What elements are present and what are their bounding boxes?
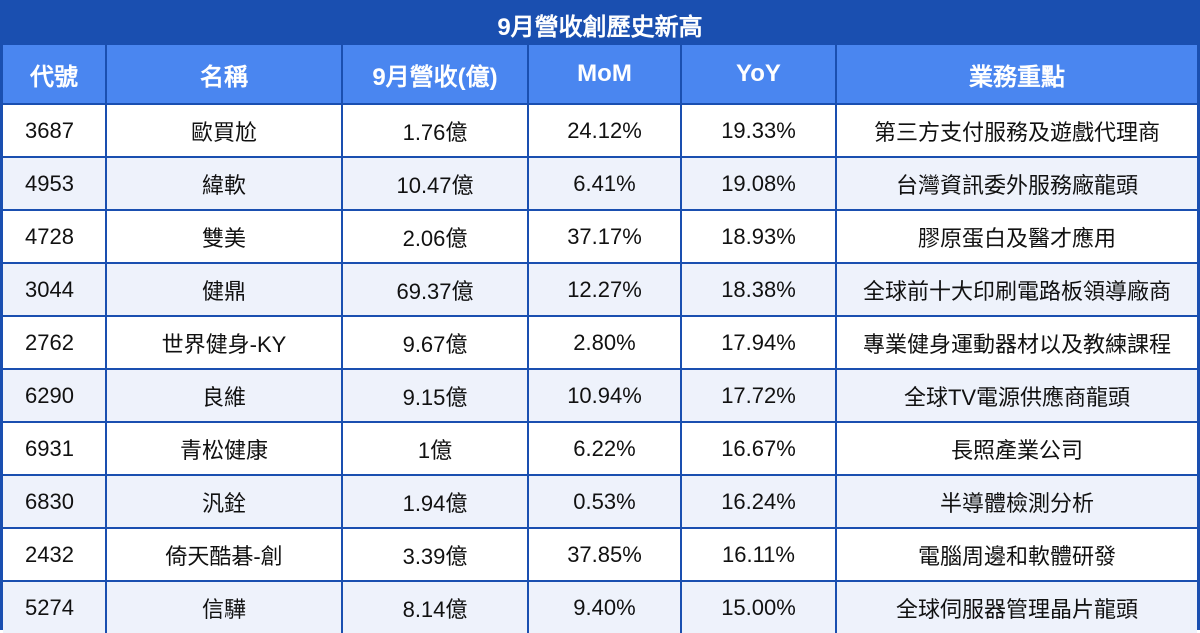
stock-code-cell: 6290 [3,368,107,423]
mom-cell: 37.17% [527,209,682,264]
table-row: 5274 信驊 8.14億 9.40% 15.00% 全球伺服器管理晶片龍頭 [3,580,1197,633]
company-name-cell: 健鼎 [105,262,343,317]
yoy-cell: 16.67% [680,421,837,476]
company-name-cell: 雙美 [105,209,343,264]
revenue-cell: 3.39億 [341,527,529,582]
business-focus-cell: 第三方支付服務及遊戲代理商 [835,103,1197,158]
business-focus-cell: 全球前十大印刷電路板領導廠商 [835,262,1197,317]
company-name-cell: 青松健康 [105,421,343,476]
table-row: 4953 緯軟 10.47億 6.41% 19.08% 台灣資訊委外服務廠龍頭 [3,156,1197,211]
revenue-cell: 1.94億 [341,474,529,529]
column-header-mom: MoM [527,45,682,105]
mom-cell: 12.27% [527,262,682,317]
yoy-cell: 17.94% [680,315,837,370]
company-name-cell: 倚天酷碁-創 [105,527,343,582]
revenue-cell: 9.67億 [341,315,529,370]
yoy-cell: 18.38% [680,262,837,317]
mom-cell: 37.85% [527,527,682,582]
revenue-cell: 2.06億 [341,209,529,264]
revenue-cell: 8.14億 [341,580,529,633]
revenue-cell: 9.15億 [341,368,529,423]
stock-code-cell: 4728 [3,209,107,264]
table-row: 6290 良維 9.15億 10.94% 17.72% 全球TV電源供應商龍頭 [3,368,1197,423]
company-name-cell: 緯軟 [105,156,343,211]
revenue-cell: 69.37億 [341,262,529,317]
business-focus-cell: 半導體檢測分析 [835,474,1197,529]
revenue-cell: 10.47億 [341,156,529,211]
table-row: 6931 青松健康 1億 6.22% 16.67% 長照產業公司 [3,421,1197,476]
yoy-cell: 15.00% [680,580,837,633]
mom-cell: 24.12% [527,103,682,158]
stock-code-cell: 4953 [3,156,107,211]
yoy-cell: 18.93% [680,209,837,264]
stock-code-cell: 2762 [3,315,107,370]
table-row: 4728 雙美 2.06億 37.17% 18.93% 膠原蛋白及醫才應用 [3,209,1197,264]
mom-cell: 10.94% [527,368,682,423]
mom-cell: 6.22% [527,421,682,476]
column-header-name: 名稱 [105,45,343,105]
table-row: 6830 汎銓 1.94億 0.53% 16.24% 半導體檢測分析 [3,474,1197,529]
company-name-cell: 歐買尬 [105,103,343,158]
yoy-cell: 17.72% [680,368,837,423]
business-focus-cell: 膠原蛋白及醫才應用 [835,209,1197,264]
table-row: 2432 倚天酷碁-創 3.39億 37.85% 16.11% 電腦周邊和軟體研發 [3,527,1197,582]
table-row: 2762 世界健身-KY 9.67億 2.80% 17.94% 專業健身運動器材以及教練課… [3,315,1197,370]
mom-cell: 2.80% [527,315,682,370]
business-focus-cell: 電腦周邊和軟體研發 [835,527,1197,582]
table-row: 3687 歐買尬 1.76億 24.12% 19.33% 第三方支付服務及遊戲代理商 [3,103,1197,158]
stock-code-cell: 2432 [3,527,107,582]
mom-cell: 0.53% [527,474,682,529]
column-header-focus: 業務重點 [835,45,1197,105]
company-name-cell: 良維 [105,368,343,423]
business-focus-cell: 長照產業公司 [835,421,1197,476]
stock-code-cell: 6830 [3,474,107,529]
mom-cell: 9.40% [527,580,682,633]
stock-code-cell: 3687 [3,103,107,158]
business-focus-cell: 專業健身運動器材以及教練課程 [835,315,1197,370]
stock-code-cell: 5274 [3,580,107,633]
yoy-cell: 19.33% [680,103,837,158]
yoy-cell: 19.08% [680,156,837,211]
header-row: 代號 名稱 9月營收(億) MoM YoY 業務重點 [3,45,1197,105]
business-focus-cell: 台灣資訊委外服務廠龍頭 [835,156,1197,211]
business-focus-cell: 全球伺服器管理晶片龍頭 [835,580,1197,633]
stock-code-cell: 3044 [3,262,107,317]
mom-cell: 6.41% [527,156,682,211]
company-name-cell: 世界健身-KY [105,315,343,370]
yoy-cell: 16.11% [680,527,837,582]
table-title: 9月營收創歷史新高 [3,3,1197,45]
column-header-yoy: YoY [680,45,837,105]
company-name-cell: 汎銓 [105,474,343,529]
yoy-cell: 16.24% [680,474,837,529]
revenue-table: 代號 名稱 9月營收(億) MoM YoY 業務重點 3687 歐買尬 1.76億 2… [3,45,1197,633]
table-body: 3687 歐買尬 1.76億 24.12% 19.33% 第三方支付服務及遊戲代理商 495… [3,103,1197,633]
revenue-cell: 1.76億 [341,103,529,158]
column-header-code: 代號 [3,45,107,105]
table-row: 3044 健鼎 69.37億 12.27% 18.38% 全球前十大印刷電路板領導廠商 [3,262,1197,317]
company-name-cell: 信驊 [105,580,343,633]
stock-code-cell: 6931 [3,421,107,476]
column-header-revenue: 9月營收(億) [341,45,529,105]
business-focus-cell: 全球TV電源供應商龍頭 [835,368,1197,423]
revenue-cell: 1億 [341,421,529,476]
